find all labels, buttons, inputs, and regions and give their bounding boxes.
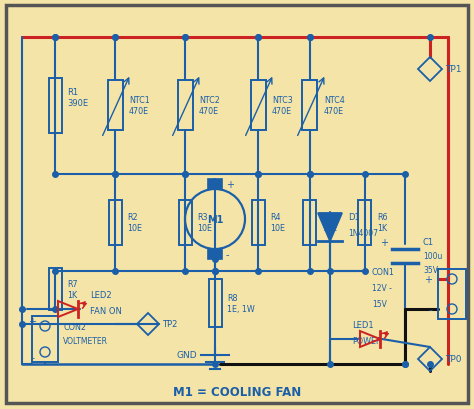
Text: CON1: CON1 (372, 268, 395, 277)
Bar (48, 268, 62, 310)
Text: R3
10E: R3 10E (197, 212, 212, 232)
Text: +: + (226, 180, 234, 189)
Text: R1
390E: R1 390E (67, 88, 88, 108)
Text: +: + (28, 316, 36, 326)
Text: R2
10E: R2 10E (127, 212, 142, 232)
Text: NTC2
470E: NTC2 470E (199, 96, 220, 116)
Text: NTC4
470E: NTC4 470E (324, 96, 345, 116)
Text: NTC1
470E: NTC1 470E (129, 96, 150, 116)
Text: 100u: 100u (423, 252, 442, 261)
Text: 12V -: 12V - (372, 284, 392, 293)
Bar (252, 200, 264, 245)
Text: CON2: CON2 (63, 323, 86, 332)
Text: LED1: LED1 (352, 321, 374, 330)
Text: -: - (428, 304, 432, 314)
Text: LED2: LED2 (90, 291, 111, 300)
Text: R6
1K: R6 1K (377, 212, 388, 232)
Text: M1: M1 (207, 214, 223, 225)
Text: 35V: 35V (423, 266, 438, 275)
Text: FAN ON: FAN ON (90, 307, 122, 316)
Text: VOLTMETER: VOLTMETER (63, 337, 108, 346)
Text: TP0: TP0 (445, 355, 462, 364)
Text: TP1: TP1 (445, 65, 462, 74)
Bar (48, 78, 62, 133)
Polygon shape (318, 213, 342, 241)
Bar (303, 200, 317, 245)
Text: POWER: POWER (352, 337, 382, 346)
Text: +: + (424, 274, 432, 284)
Bar (208, 180, 222, 189)
Text: M1 = COOLING FAN: M1 = COOLING FAN (173, 386, 301, 398)
Text: R7
1K: R7 1K (67, 279, 78, 299)
Text: D1: D1 (348, 213, 360, 222)
Bar (438, 270, 466, 319)
Bar (302, 81, 318, 131)
Text: R4
10E: R4 10E (270, 212, 285, 232)
Text: -: - (30, 352, 34, 362)
Text: 1N4007: 1N4007 (348, 229, 378, 238)
Bar (109, 200, 121, 245)
Bar (250, 81, 265, 131)
Text: 15V: 15V (372, 300, 387, 309)
Bar (179, 200, 191, 245)
Bar (177, 81, 192, 131)
Text: R8
1E, 1W: R8 1E, 1W (227, 293, 255, 313)
Text: NTC3
470E: NTC3 470E (272, 96, 293, 116)
Bar (208, 249, 222, 259)
Bar (108, 81, 122, 131)
Text: -: - (226, 249, 229, 259)
Bar (32, 316, 58, 362)
Bar (358, 200, 372, 245)
Text: TP2: TP2 (162, 320, 177, 329)
Text: +: + (380, 237, 388, 247)
Text: GND: GND (176, 351, 197, 360)
Text: R5
10E: R5 10E (322, 212, 337, 232)
Text: C1: C1 (423, 238, 434, 247)
Bar (209, 279, 221, 327)
